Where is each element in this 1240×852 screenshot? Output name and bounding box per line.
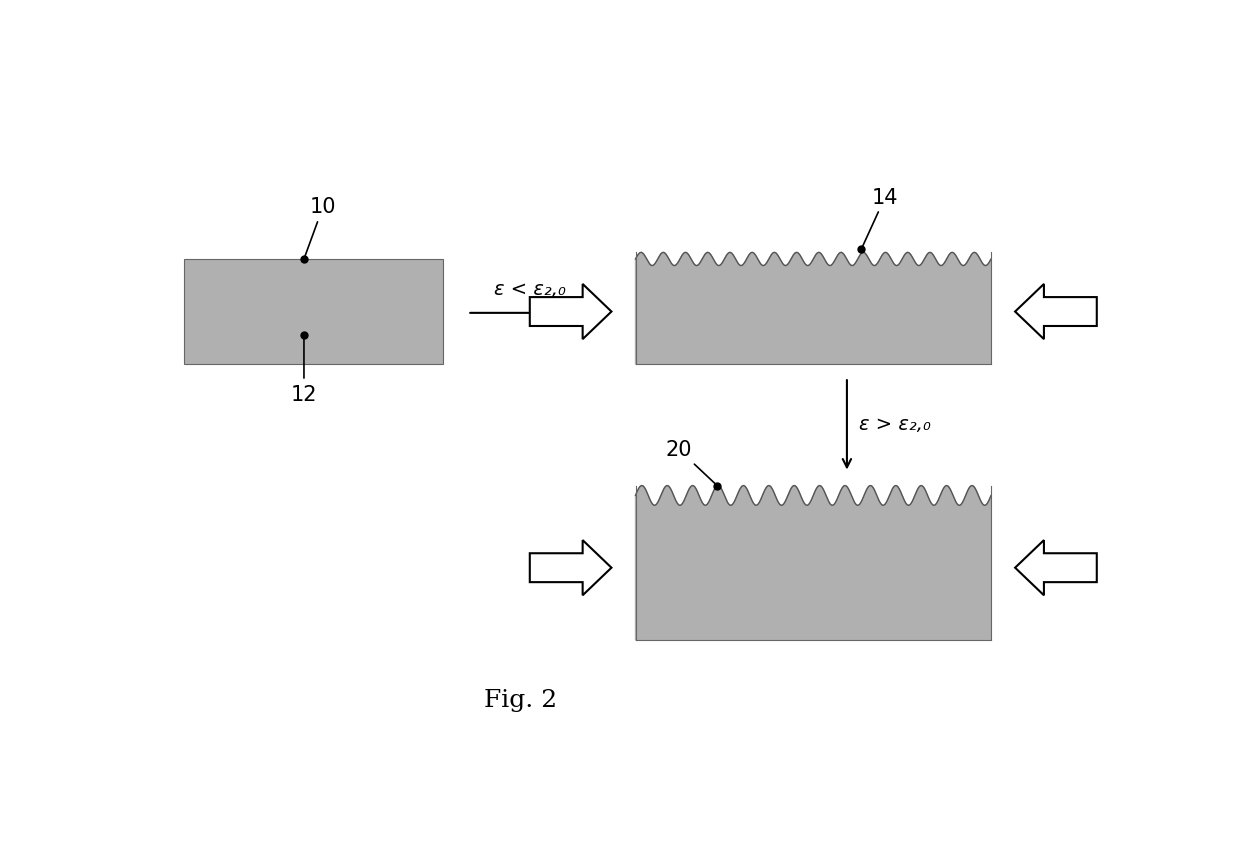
Text: 10: 10 — [305, 197, 336, 257]
Polygon shape — [635, 253, 991, 365]
Polygon shape — [529, 540, 611, 596]
Text: ε > ε₂,₀: ε > ε₂,₀ — [859, 414, 931, 433]
Polygon shape — [1016, 540, 1097, 596]
Bar — [184, 260, 444, 365]
Text: 12: 12 — [290, 338, 317, 404]
Polygon shape — [635, 486, 991, 640]
Text: 20: 20 — [666, 440, 715, 484]
Text: Fig. 2: Fig. 2 — [484, 688, 557, 711]
Text: ε < ε₂,₀: ε < ε₂,₀ — [494, 280, 565, 299]
Polygon shape — [529, 285, 611, 340]
Text: 14: 14 — [863, 187, 899, 247]
Polygon shape — [1016, 285, 1097, 340]
